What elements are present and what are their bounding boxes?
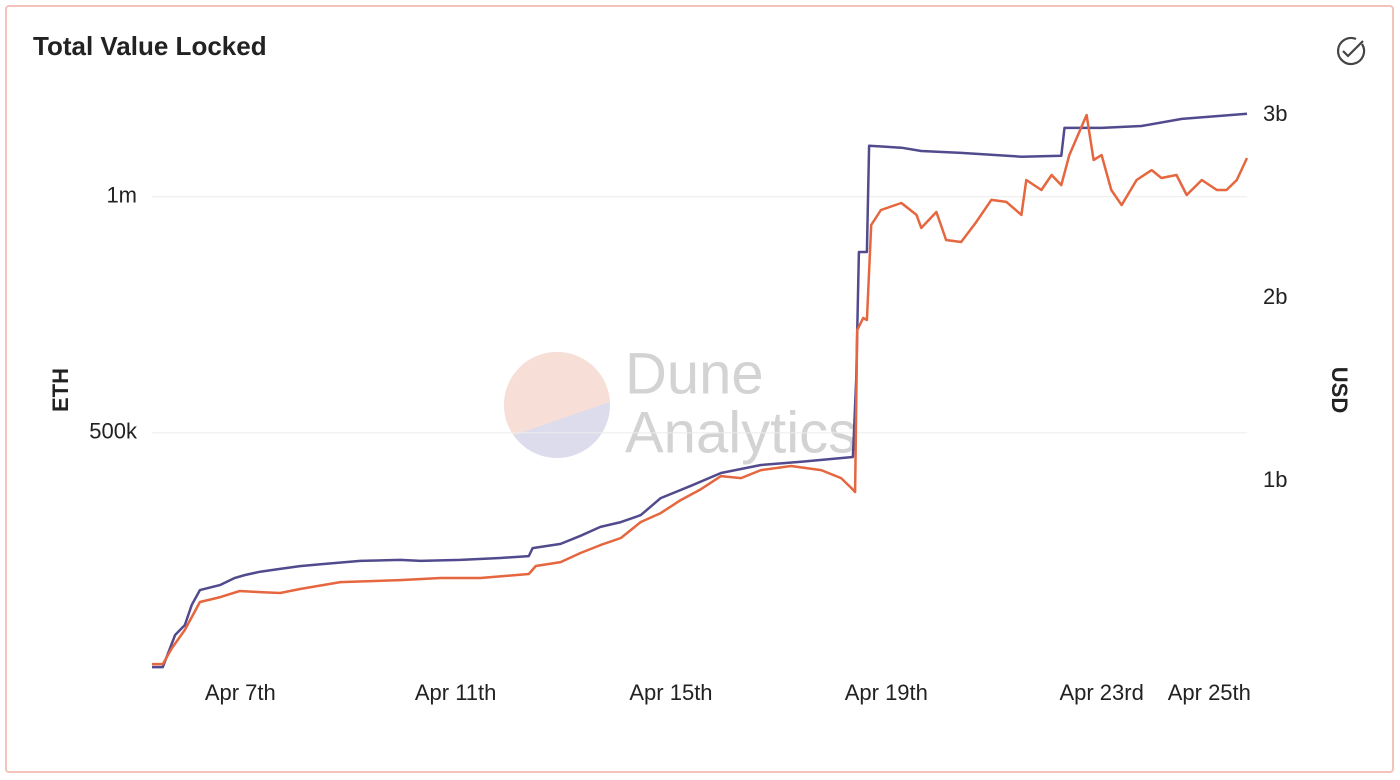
watermark-text: Dune xyxy=(625,341,764,406)
y-tick-label: 500k xyxy=(89,419,138,444)
y2-tick-label: 2b xyxy=(1263,284,1287,309)
chart-title: Total Value Locked xyxy=(33,31,267,61)
series-line xyxy=(152,113,1249,666)
x-tick-label: Apr 23rd xyxy=(1059,680,1143,705)
y2-axis-label: USD xyxy=(1327,367,1352,413)
check-circle[interactable] xyxy=(1337,36,1366,66)
x-tick-label: Apr 7th xyxy=(205,680,276,705)
check-mark[interactable] xyxy=(1342,40,1364,58)
series-line xyxy=(152,112,1248,669)
x-tick-label: Apr 25th xyxy=(1168,680,1251,705)
x-tick-label: Apr 11th xyxy=(415,680,497,705)
watermark-logo-top xyxy=(504,352,610,440)
check-icon[interactable] xyxy=(1337,36,1366,66)
x-tick-label: Apr 15th xyxy=(629,680,712,705)
y2-tick-label: 1b xyxy=(1263,467,1287,492)
y-axis-label: ETH xyxy=(48,368,73,412)
x-tick-label: Apr 19th xyxy=(845,680,928,705)
y2-tick-label: 3b xyxy=(1263,101,1287,126)
y-tick-label: 1m xyxy=(106,183,137,208)
